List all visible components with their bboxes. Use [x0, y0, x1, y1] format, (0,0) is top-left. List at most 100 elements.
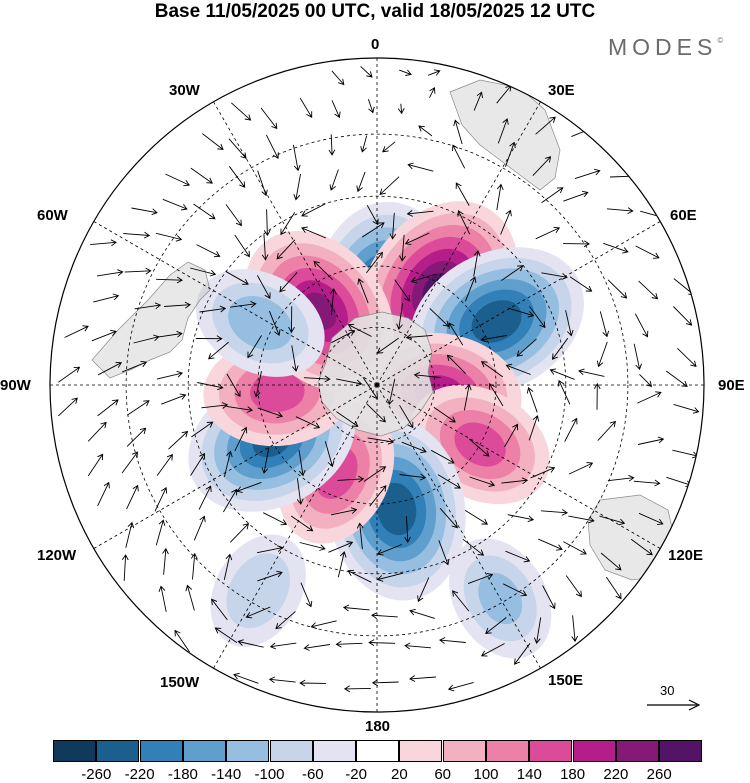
lon-label-150w: 150W — [160, 674, 200, 691]
wind-vector-arrow — [455, 182, 470, 206]
wind-vector-arrow — [361, 222, 385, 238]
colorbar-tick-label: -180 — [167, 766, 198, 783]
wind-vector-arrow — [457, 210, 471, 235]
wind-vector-arrow — [404, 642, 431, 650]
wind-vector-arrow — [637, 391, 662, 404]
wind-vector-arrow — [127, 400, 150, 416]
wind-vector-arrow — [190, 452, 205, 476]
wind-vector-arrow — [123, 231, 151, 239]
wind-vector-arrow — [96, 269, 124, 277]
wind-vector-arrow — [535, 116, 556, 135]
wind-vector-arrow — [299, 679, 327, 687]
reference-vector — [647, 699, 701, 711]
colorbar-tick-label: -100 — [254, 766, 285, 783]
wind-vector-arrow — [473, 250, 481, 277]
wind-vector-arrow — [607, 474, 635, 482]
wind-vector-arrow — [452, 590, 470, 612]
wind-vector-arrow — [507, 514, 535, 523]
wind-vector-arrow — [599, 515, 626, 526]
wind-vector-arrow — [328, 541, 354, 553]
anomaly-contour-fill — [228, 296, 293, 350]
wind-vector-arrow — [93, 293, 120, 303]
wind-vector-arrow — [382, 141, 396, 153]
wind-vector-arrow — [489, 383, 504, 407]
wind-vector-arrow — [87, 421, 107, 442]
wind-vector-arrow — [542, 585, 556, 610]
wind-vector-arrow — [245, 606, 271, 619]
wind-vector-arrow — [126, 427, 147, 447]
wind-vector-arrow — [199, 305, 227, 313]
wind-vector-arrow — [156, 330, 183, 338]
wind-vector-arrow — [91, 329, 117, 342]
wind-vector-arrow — [409, 675, 436, 682]
colorbar-swatch — [442, 740, 486, 762]
wind-vector-arrow — [638, 280, 659, 300]
wind-vector-arrow — [229, 523, 250, 543]
wind-vector-arrow — [124, 267, 152, 275]
wind-vector-arrow — [366, 251, 383, 274]
wind-vector-arrow — [331, 70, 345, 86]
wind-vector-arrow — [429, 87, 436, 98]
lon-label-30w: 30W — [169, 82, 200, 99]
wind-vector-arrow — [438, 540, 450, 566]
wind-vector-arrow — [565, 575, 582, 598]
wind-vector-arrow — [404, 232, 430, 245]
wind-vector-arrow — [367, 99, 375, 114]
wind-vector-arrow — [343, 685, 371, 693]
wind-vector-arrow — [634, 313, 649, 338]
wind-vector-arrow — [125, 521, 135, 548]
wind-vector-arrow — [168, 430, 189, 450]
wind-vector-arrow — [303, 644, 331, 651]
wind-vector-arrow — [257, 545, 284, 554]
wind-vector-arrow — [409, 608, 435, 619]
lat-lon-grid — [50, 58, 704, 712]
wind-vector-arrow — [228, 166, 246, 188]
wind-vector-arrow — [330, 288, 337, 315]
wind-vector-arrow — [87, 453, 104, 477]
wind-vector-arrow — [504, 141, 516, 167]
wind-vector-arrow — [603, 242, 629, 254]
wind-vector-arrow — [299, 97, 313, 118]
wind-vector-arrow — [551, 337, 569, 360]
wind-vector-arrow — [399, 404, 414, 429]
wind-vector-arrow — [516, 338, 537, 357]
wind-vector-arrow — [280, 212, 296, 236]
wind-vector-arrow — [131, 207, 158, 216]
wind-vector-arrow — [366, 403, 386, 423]
meridian-line — [376, 384, 541, 669]
colorbar-swatch — [529, 740, 573, 762]
wind-vector-arrow — [607, 279, 628, 299]
wind-vector-arrow — [202, 133, 224, 151]
wind-vector-arrow — [234, 426, 248, 452]
colorbar-swatch — [269, 740, 313, 762]
wind-vector-arrow — [347, 323, 372, 337]
wind-vector-arrow — [156, 453, 173, 476]
wind-vector-arrow — [324, 441, 335, 468]
colorbar-tick-label: -140 — [211, 766, 242, 783]
wind-vector-arrow — [161, 393, 187, 405]
wind-vector-arrow — [257, 407, 284, 419]
wind-vector-arrow — [301, 226, 327, 239]
wind-vector-arrow — [337, 475, 365, 483]
wind-vector-arrow — [122, 360, 148, 373]
map-disk — [50, 58, 704, 712]
wind-vector-arrow — [406, 210, 434, 217]
wind-vector-arrow — [223, 553, 233, 580]
map-boundary — [49, 57, 705, 713]
wind-vector-arrow — [418, 125, 433, 137]
wind-vector-arrow — [226, 405, 254, 413]
wind-vector-arrow — [363, 466, 387, 482]
wind-vector-arrow — [401, 441, 427, 454]
wind-vector-arrow — [638, 512, 664, 526]
wind-vector-arrow — [190, 267, 217, 277]
wind-vector-arrow — [313, 260, 333, 281]
wind-vector-arrow — [329, 169, 339, 191]
colorbar-tick-label: 220 — [603, 766, 629, 783]
wind-vector-arrow — [225, 270, 249, 285]
colorbar-swatch — [139, 740, 183, 762]
wind-vector-arrow — [165, 173, 191, 187]
wind-vector-arrow — [535, 226, 561, 240]
meridian-line — [213, 384, 378, 669]
wind-vector-arrow — [154, 487, 168, 512]
lon-label-120e: 120E — [668, 547, 704, 564]
